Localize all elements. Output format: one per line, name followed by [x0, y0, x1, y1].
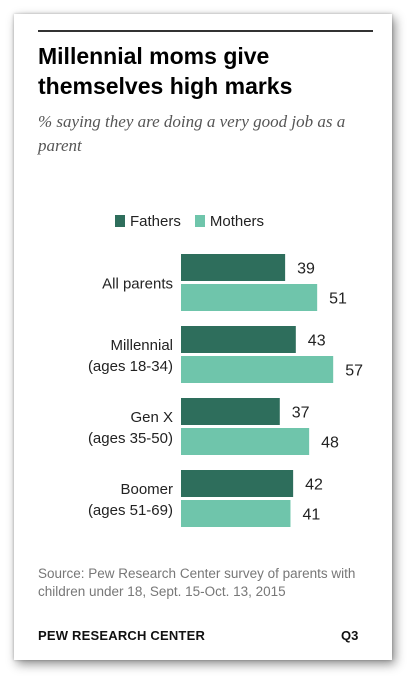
- category-label: (ages 35-50): [88, 430, 173, 447]
- legend-swatch-mothers: [194, 215, 205, 227]
- data-label-fathers: 42: [305, 477, 323, 494]
- footer-code: Q3: [341, 628, 359, 643]
- bar-fathers: [181, 398, 280, 425]
- legend-item-fathers: Fathers: [115, 213, 181, 230]
- bar-mothers: [181, 500, 291, 527]
- source-note: Source: Pew Research Center survey of pa…: [38, 566, 356, 599]
- footer-org: PEW RESEARCH CENTER: [38, 628, 206, 643]
- data-label-fathers: 43: [308, 333, 326, 350]
- chart-subtitle: % saying they are doing a very good job …: [38, 112, 346, 155]
- category-label: Gen X: [130, 409, 173, 426]
- data-label-fathers: 39: [297, 261, 315, 278]
- legend-item-mothers: Mothers: [194, 212, 265, 230]
- category-label: Boomer: [120, 481, 173, 498]
- chart-card: Millennial moms give themselves high mar…: [14, 14, 392, 660]
- bar-chart: All parents 39 51 Millennial (ages 18-34) 43 5…: [88, 254, 363, 527]
- top-rule: [38, 30, 373, 32]
- data-label-mothers: 48: [321, 435, 339, 452]
- data-label-mothers: 51: [329, 291, 347, 308]
- bar-mothers: [181, 284, 318, 311]
- legend-label-fathers: Fathers: [130, 212, 181, 230]
- category-label: Millennial: [110, 337, 173, 354]
- data-label-fathers: 37: [292, 405, 310, 422]
- bar-fathers: [181, 326, 296, 353]
- data-label-mothers: 41: [302, 507, 320, 524]
- legend-label-mothers: Mothers: [209, 212, 265, 230]
- legend-swatch-fathers: [115, 215, 125, 227]
- category-label: All parents: [102, 276, 173, 293]
- chart-legend: Fathers Mothers: [115, 211, 278, 231]
- category-label: (ages 18-34): [88, 358, 173, 375]
- bar-mothers: [181, 356, 334, 383]
- data-label-mothers: 57: [345, 363, 363, 380]
- bar-fathers: [181, 254, 286, 281]
- bar-fathers: [181, 470, 294, 497]
- chart-title: Millennial moms give themselves high mar…: [38, 43, 293, 99]
- category-label: (ages 51-69): [88, 502, 173, 519]
- bar-mothers: [181, 428, 310, 455]
